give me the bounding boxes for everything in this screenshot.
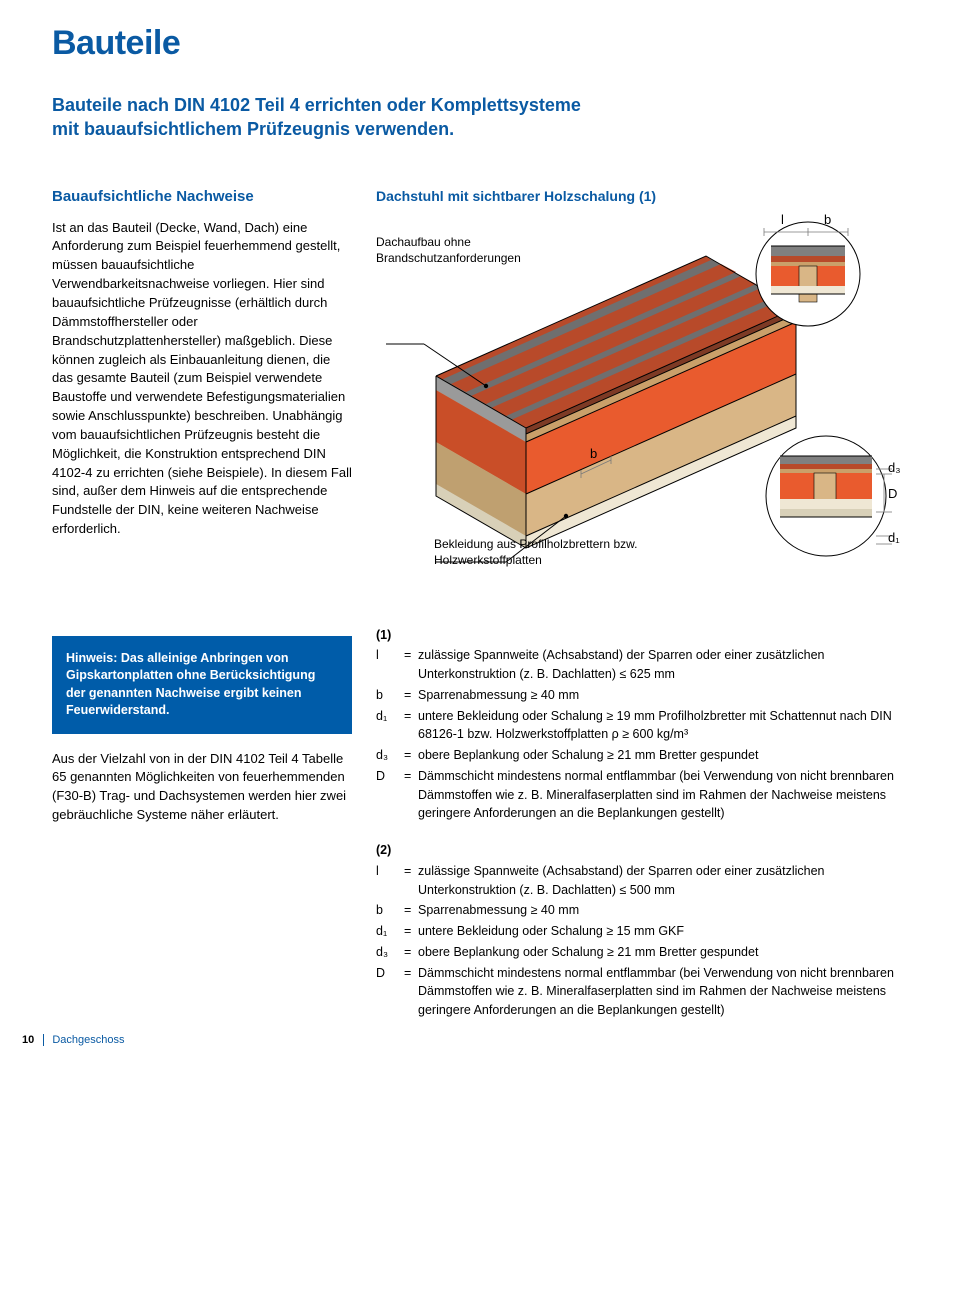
spec-text: obere Beplankung oder Schalung ≥ 21 mm B… (418, 746, 908, 765)
spec-eq: = (404, 943, 418, 962)
spec-sym: b (376, 901, 404, 920)
spec-sym: d₁ (376, 922, 404, 941)
dim-d1: d₁ (888, 530, 900, 545)
spec-text: Sparrenabmessung ≥ 40 mm (418, 901, 908, 920)
spec-eq: = (404, 862, 418, 900)
spec-eq: = (404, 964, 418, 1020)
spec-sym: D (376, 767, 404, 823)
spec-sym: d₃ (376, 943, 404, 962)
page-number: 10 (22, 1034, 34, 1046)
dim-b-body: b (590, 446, 597, 461)
spec-text: Sparrenabmessung ≥ 40 mm (418, 686, 908, 705)
right-column: Dachstuhl mit sichtbarer Holzschalung (1… (376, 188, 908, 596)
spec-column: (1) l=zulässige Spannweite (Achsabstand)… (376, 616, 908, 1020)
left-column-2: Hinweis: Das alleinige Anbringen von Gip… (52, 616, 352, 1020)
spec-text: obere Beplankung oder Schalung ≥ 21 mm B… (418, 943, 908, 962)
spec-list-1: l=zulässige Spannweite (Achsabstand) der… (376, 646, 908, 823)
page-title: Bauteile (52, 24, 908, 63)
dim-b-top: b (824, 212, 831, 227)
page: Bauteile Bauteile nach DIN 4102 Teil 4 e… (0, 0, 960, 1060)
left-column: Bauaufsichtliche Nachweise Ist an das Ba… (52, 188, 352, 596)
spec-text: untere Bekleidung oder Schalung ≥ 19 mm … (418, 707, 908, 745)
spec-eq: = (404, 746, 418, 765)
diagram-label-bottom: Bekleidung aus Profilholzbrettern bzw. H… (434, 536, 644, 568)
spec-eq: = (404, 767, 418, 823)
spec-sym: d₃ (376, 746, 404, 765)
spec-eq: = (404, 922, 418, 941)
hint-box: Hinweis: Das alleinige Anbringen von Gip… (52, 636, 352, 734)
diagram-label-top: Dachaufbau ohne Brandschutzanforderungen (376, 234, 536, 266)
spec-eq: = (404, 686, 418, 705)
dim-l: l (781, 212, 784, 227)
spec-sym: D (376, 964, 404, 1020)
spec-head-1: (1) (376, 626, 908, 645)
spec-sym: d₁ (376, 707, 404, 745)
dim-d3: d₃ (888, 460, 901, 475)
spec-eq: = (404, 901, 418, 920)
spec-text: zulässige Spannweite (Achsabstand) der S… (418, 862, 908, 900)
diagram-area: Dachaufbau ohne Brandschutzanforderungen… (376, 216, 908, 596)
spec-sym: l (376, 646, 404, 684)
spec-text: untere Bekleidung oder Schalung ≥ 15 mm … (418, 922, 908, 941)
spec-text: Dämmschicht mindestens normal entflammba… (418, 964, 908, 1020)
top-columns: Bauaufsichtliche Nachweise Ist an das Ba… (52, 188, 908, 596)
section-paragraph: Ist an das Bauteil (Decke, Wand, Dach) e… (52, 219, 352, 539)
page-subheading: Bauteile nach DIN 4102 Teil 4 errichten … (52, 93, 612, 142)
spec-eq: = (404, 707, 418, 745)
spec-sym: b (376, 686, 404, 705)
spec-head-2: (2) (376, 841, 908, 860)
bottom-columns: Hinweis: Das alleinige Anbringen von Gip… (52, 616, 908, 1020)
spec-text: Dämmschicht mindestens normal entflammba… (418, 767, 908, 823)
section-paragraph-2: Aus der Vielzahl von in der DIN 4102 Tei… (52, 750, 352, 825)
footer-section: Dachgeschoss (43, 1034, 124, 1046)
diagram-title: Dachstuhl mit sichtbarer Holzschalung (1… (376, 188, 908, 204)
section-heading: Bauaufsichtliche Nachweise (52, 188, 352, 205)
spec-sym: l (376, 862, 404, 900)
dim-D: D (888, 486, 897, 501)
spec-list-2: l=zulässige Spannweite (Achsabstand) der… (376, 862, 908, 1020)
spec-text: zulässige Spannweite (Achsabstand) der S… (418, 646, 908, 684)
spec-eq: = (404, 646, 418, 684)
page-footer: 10 Dachgeschoss (22, 1034, 124, 1046)
